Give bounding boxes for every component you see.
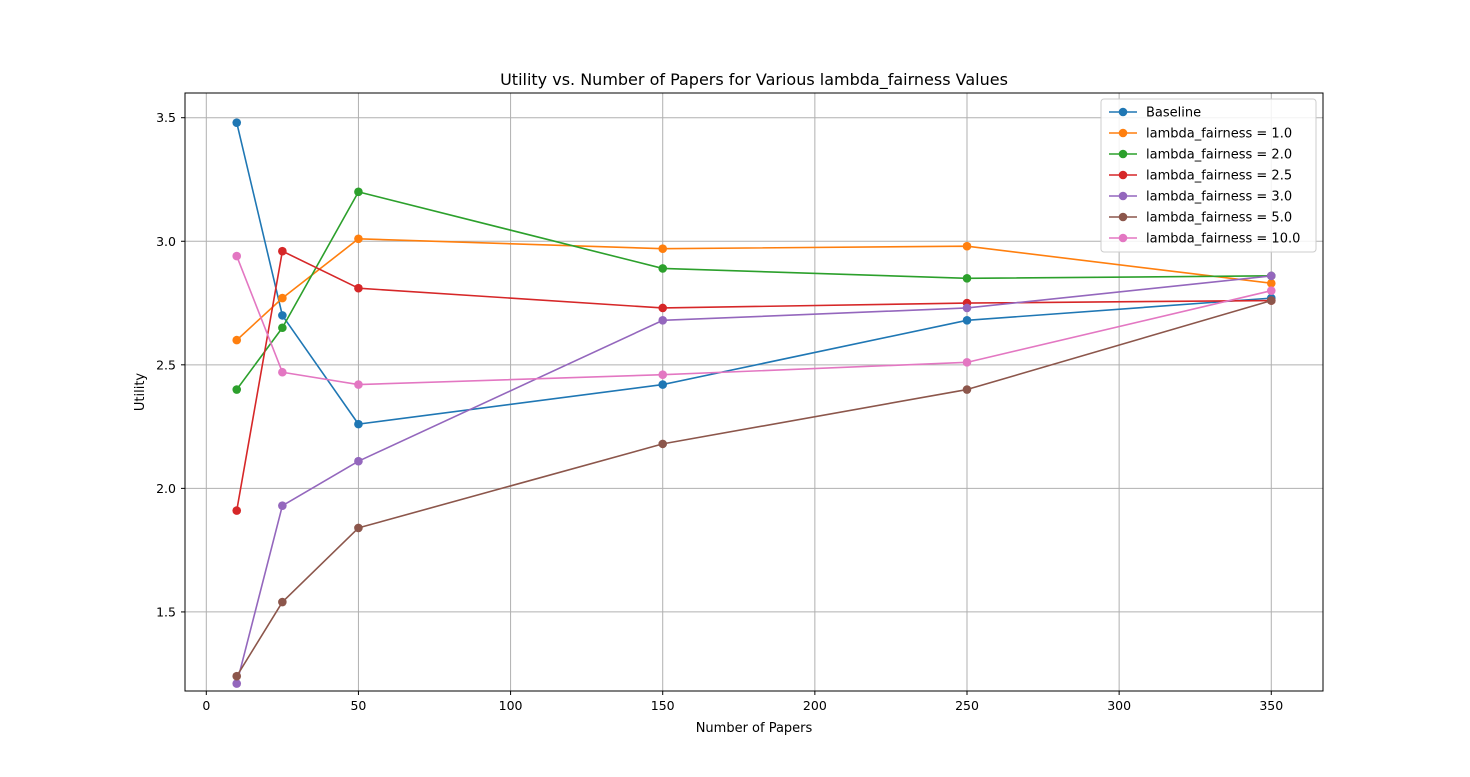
data-point bbox=[278, 311, 287, 320]
legend-item: lambda_fairness = 10.0 bbox=[1109, 232, 1300, 247]
data-point bbox=[354, 380, 363, 389]
data-point bbox=[232, 335, 242, 345]
x-tick-label: 250 bbox=[955, 698, 979, 713]
legend-marker bbox=[1118, 191, 1128, 201]
legend-label: lambda_fairness = 5.0 bbox=[1146, 211, 1292, 226]
data-point bbox=[658, 303, 668, 313]
data-point bbox=[354, 523, 363, 533]
ticks: 0 50 100 150 200 250 300 350 1.5 2.0 2.5 3.0 3.5 bbox=[156, 110, 1283, 713]
data-point bbox=[354, 234, 363, 244]
y-tick-label: 3.0 bbox=[156, 234, 176, 249]
data-point bbox=[962, 316, 972, 325]
series-6 bbox=[232, 251, 1276, 389]
legend-marker bbox=[1118, 170, 1128, 180]
data-point bbox=[658, 370, 668, 380]
data-point bbox=[658, 244, 668, 253]
data-point bbox=[278, 323, 287, 333]
series-line bbox=[236, 237, 1272, 341]
data-point bbox=[354, 187, 363, 197]
series-0 bbox=[232, 118, 1276, 429]
legend-marker bbox=[1118, 233, 1128, 243]
legend-label: lambda_fairness = 2.5 bbox=[1146, 169, 1292, 184]
legend-label: lambda_fairness = 10.0 bbox=[1146, 232, 1300, 247]
data-point bbox=[354, 283, 363, 293]
legend-item: lambda_fairness = 1.0 bbox=[1109, 127, 1292, 142]
data-point bbox=[962, 358, 972, 367]
y-tick-label: 2.5 bbox=[156, 357, 176, 372]
data-point bbox=[232, 118, 242, 127]
y-tick-label: 3.5 bbox=[156, 110, 176, 125]
data-point bbox=[354, 456, 363, 466]
x-tick-label: 350 bbox=[1259, 698, 1283, 713]
y-tick-label: 1.5 bbox=[156, 604, 176, 619]
data-point bbox=[278, 501, 287, 510]
plot-frame bbox=[184, 92, 1324, 692]
legend: Baseline lambda_fairness = 1.0 lambda_fair… bbox=[1100, 98, 1317, 253]
data-point bbox=[1266, 296, 1276, 305]
data-point bbox=[278, 246, 287, 256]
legend-item: lambda_fairness = 2.5 bbox=[1109, 169, 1292, 184]
series-line bbox=[236, 191, 1272, 391]
data-point bbox=[1266, 286, 1276, 295]
data-point bbox=[962, 241, 972, 251]
legend-item: lambda_fairness = 5.0 bbox=[1109, 211, 1292, 226]
legend-marker bbox=[1118, 128, 1128, 138]
data-point bbox=[658, 264, 668, 273]
data-point bbox=[1266, 278, 1276, 288]
series-line bbox=[235, 122, 1272, 425]
legend-marker bbox=[1118, 149, 1128, 159]
legend-item: lambda_fairness = 2.0 bbox=[1109, 148, 1292, 163]
x-tick-label: 0 bbox=[202, 698, 210, 713]
data-point bbox=[232, 506, 242, 515]
series-5 bbox=[232, 296, 1276, 681]
legend-label: Baseline bbox=[1146, 106, 1201, 121]
legend-marker bbox=[1118, 212, 1128, 222]
y-axis-label: Utility bbox=[133, 373, 148, 412]
data-point bbox=[658, 439, 668, 449]
data-point bbox=[278, 367, 287, 377]
series-line bbox=[235, 275, 1272, 684]
data-point bbox=[354, 419, 363, 429]
data-point bbox=[658, 316, 668, 325]
data-point bbox=[962, 303, 972, 313]
legend-label: lambda_fairness = 2.0 bbox=[1146, 148, 1292, 163]
data-point bbox=[232, 251, 242, 261]
series-line bbox=[236, 299, 1272, 677]
data-point bbox=[962, 274, 972, 283]
data-point bbox=[232, 671, 242, 681]
legend-label: lambda_fairness = 1.0 bbox=[1146, 127, 1292, 142]
data-point bbox=[232, 385, 242, 394]
series-4 bbox=[232, 271, 1276, 688]
data-point bbox=[962, 385, 972, 394]
series-1 bbox=[232, 234, 1276, 345]
series-line bbox=[235, 255, 1272, 386]
data-point bbox=[232, 679, 242, 688]
legend-box bbox=[1100, 98, 1317, 253]
y-tick-label: 2.0 bbox=[156, 481, 176, 496]
legend-item: Baseline bbox=[1109, 106, 1201, 121]
data-point bbox=[278, 293, 287, 303]
data-point bbox=[278, 597, 287, 607]
data-point bbox=[1266, 271, 1276, 281]
x-tick-label: 200 bbox=[803, 698, 827, 713]
legend-item: lambda_fairness = 3.0 bbox=[1109, 190, 1292, 205]
x-axis-label: Number of Papers bbox=[696, 721, 813, 736]
chart-title: Utility vs. Number of Papers for Various… bbox=[500, 70, 1008, 90]
data-point bbox=[658, 380, 668, 389]
x-tick-label: 150 bbox=[651, 698, 675, 713]
x-tick-label: 100 bbox=[499, 698, 523, 713]
series-layer bbox=[232, 118, 1276, 688]
x-tick-label: 50 bbox=[350, 698, 366, 713]
legend-marker bbox=[1118, 107, 1128, 117]
legend-label: lambda_fairness = 3.0 bbox=[1146, 190, 1292, 205]
x-tick-label: 300 bbox=[1107, 698, 1131, 713]
